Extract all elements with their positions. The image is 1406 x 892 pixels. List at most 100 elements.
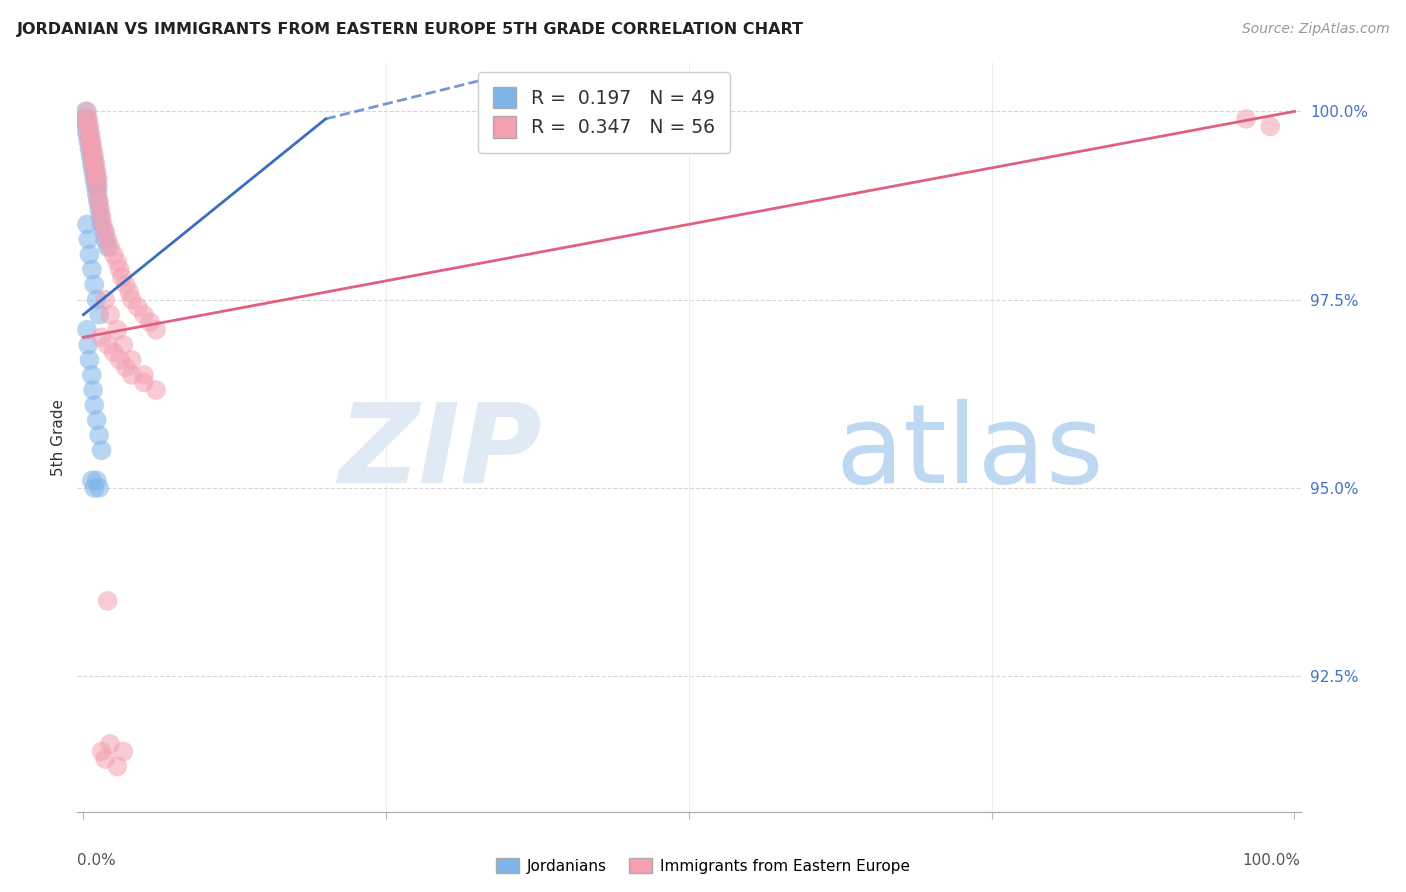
Point [89,202,111,217]
Point [79,247,101,261]
Point [90,443,112,458]
Point [121,352,143,367]
Point [83,164,105,178]
Point [145,383,167,397]
Point [90,744,112,758]
Point [86,187,108,202]
Point [105,323,128,337]
Point [76,112,98,126]
Point [79,142,101,156]
Point [79,120,101,134]
Point [98,240,121,254]
Point [89,194,111,209]
Point [89,428,111,442]
Point [112,338,135,352]
Point [77,127,100,141]
Point [86,474,108,488]
Point [87,194,110,209]
Point [98,737,121,751]
Point [90,330,112,344]
Point [87,179,110,194]
Point [86,413,108,427]
Point [75,120,97,134]
Text: ZIP: ZIP [339,399,543,506]
Point [86,179,108,194]
Point [114,360,136,375]
Y-axis label: 5th Grade: 5th Grade [51,399,66,475]
Point [83,481,105,495]
Point [121,368,143,382]
Point [75,112,97,126]
Point [105,255,128,269]
Point [111,270,134,285]
Point [84,172,107,186]
Point [75,104,97,119]
Point [94,293,117,307]
Point [77,112,100,126]
Point [76,104,98,119]
Point [82,164,104,178]
Point [103,345,125,359]
Point [77,120,100,134]
Point [97,240,120,254]
Point [97,232,120,246]
Point [91,218,114,232]
Point [79,135,101,149]
Point [76,323,98,337]
Point [103,247,125,261]
Point [114,277,136,292]
Point [98,308,121,322]
Point [132,308,155,322]
Point [86,293,108,307]
Legend: Jordanians, Immigrants from Eastern Europe: Jordanians, Immigrants from Eastern Euro… [489,852,917,880]
Text: Source: ZipAtlas.com: Source: ZipAtlas.com [1241,22,1389,37]
Point [83,277,105,292]
Point [118,285,141,299]
Legend: R =  0.197   N = 49, R =  0.347   N = 56: R = 0.197 N = 49, R = 0.347 N = 56 [478,72,730,153]
Point [79,142,101,156]
Text: atlas: atlas [835,399,1104,506]
Point [86,172,108,186]
Point [84,157,107,171]
Point [80,135,103,149]
Point [87,187,110,202]
Point [79,352,101,367]
Point [132,376,155,390]
Point [108,262,131,277]
Point [1258,120,1281,134]
Point [97,594,120,608]
Point [80,474,103,488]
Point [89,210,111,224]
Point [76,218,98,232]
Text: 100.0%: 100.0% [1243,853,1301,868]
Point [82,142,104,156]
Point [84,179,107,194]
Point [121,293,143,307]
Point [94,232,117,246]
Point [73,112,96,126]
Point [132,368,155,382]
Point [145,323,167,337]
Point [82,383,104,397]
Point [86,164,108,178]
Point [1234,112,1257,126]
Point [79,135,101,149]
Point [93,225,115,239]
Point [90,218,112,232]
Point [83,150,105,164]
Point [84,164,107,178]
Point [105,759,128,773]
Point [94,752,117,766]
Point [82,150,104,164]
Point [83,172,105,186]
Point [77,338,100,352]
Point [76,127,98,141]
Point [83,398,105,412]
Point [83,157,105,171]
Point [89,481,111,495]
Point [108,352,131,367]
Text: JORDANIAN VS IMMIGRANTS FROM EASTERN EUROPE 5TH GRADE CORRELATION CHART: JORDANIAN VS IMMIGRANTS FROM EASTERN EUR… [17,22,804,37]
Point [127,300,149,314]
Point [89,308,111,322]
Point [80,368,103,382]
